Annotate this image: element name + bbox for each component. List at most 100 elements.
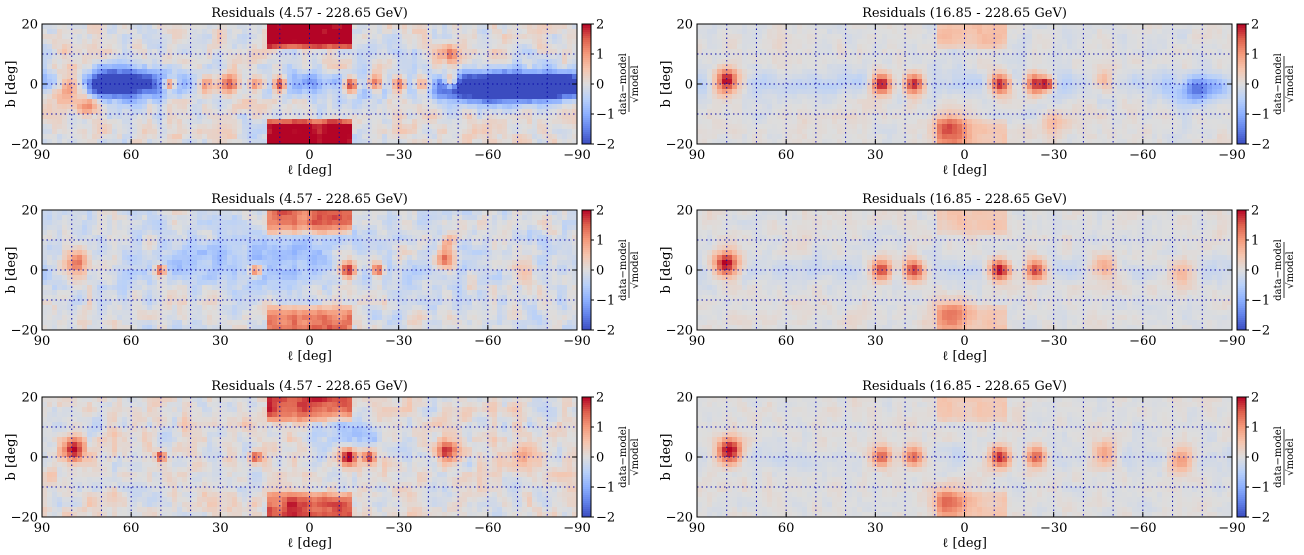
colorbar-label-denominator: √model — [1285, 438, 1296, 475]
x-tick-label: 90 — [689, 521, 706, 536]
x-tick-label: 60 — [778, 521, 795, 536]
panel-title-5: Residuals (4.57 - 228.65 GeV) — [211, 379, 408, 394]
y-axis-label-5: b [deg] — [4, 434, 19, 481]
x-tick-label: −90 — [563, 334, 590, 349]
grid-3 — [42, 210, 577, 330]
colorbar-6: 2 1 0 −1 −2 data−model √model — [1236, 391, 1296, 526]
colorbar-label-2: data−model √model — [1273, 53, 1296, 115]
colorbar-label-4: data−model √model — [1273, 239, 1296, 301]
x-tick-label: −30 — [385, 334, 412, 349]
colorbar-label-denominator: √model — [1285, 65, 1296, 102]
panel-title-4: Residuals (16.85 - 228.65 GeV) — [862, 192, 1067, 207]
grid-1 — [42, 24, 577, 144]
panel-title-3: Residuals (4.57 - 228.65 GeV) — [211, 192, 408, 207]
colorbar-tick-label: −1 — [1251, 294, 1270, 309]
grid-5 — [42, 397, 577, 517]
colorbar-tick-label: −2 — [596, 511, 615, 526]
colorbar-label-3: data−model √model — [618, 239, 641, 301]
x-tick-label: −60 — [474, 334, 501, 349]
colorbar-tick-label: −1 — [1251, 108, 1270, 123]
x-tick-label: −30 — [385, 521, 412, 536]
x-tick-label: 30 — [867, 521, 884, 536]
colorbar-tick-label: 1 — [1251, 48, 1259, 63]
residual-map-4 — [697, 210, 1233, 331]
y-tick-label: 0 — [30, 451, 38, 466]
y-tick-label: 20 — [676, 18, 693, 33]
colorbar-label-denominator: √model — [630, 438, 641, 475]
colorbar-tick-label: 0 — [596, 78, 604, 93]
x-tick-label: −60 — [1129, 521, 1156, 536]
y-tick-label: 20 — [21, 18, 38, 33]
x-tick-label: 30 — [867, 148, 884, 163]
y-axis-label-3: b [deg] — [4, 247, 19, 294]
x-axis-label-6: ℓ [deg] — [942, 536, 987, 551]
x-tick-label: −30 — [1040, 521, 1067, 536]
colorbar-label-numerator: data−model — [1273, 239, 1284, 301]
residual-map-2 — [697, 24, 1233, 145]
colorbar-label-denominator: √model — [1285, 251, 1296, 288]
x-axis-label-4: ℓ [deg] — [942, 349, 987, 364]
x-tick-label: −90 — [563, 148, 590, 163]
colorbar-tick-label: 1 — [1251, 234, 1259, 249]
colorbar-tick-label: 0 — [1251, 78, 1259, 93]
x-tick-label: 0 — [305, 148, 313, 163]
colorbar-1: 2 1 0 −1 −2 data−model √model — [581, 18, 641, 153]
x-tick-label: 60 — [123, 521, 140, 536]
colorbar-tick-label: 2 — [1251, 204, 1259, 219]
x-axis-label-3: ℓ [deg] — [287, 349, 332, 364]
colorbar-label-denominator: √model — [630, 65, 641, 102]
x-tick-label: −30 — [385, 148, 412, 163]
colorbar-tick-label: −2 — [596, 138, 615, 153]
colorbar-tick-label: −2 — [596, 324, 615, 339]
y-axis-label-2: b [deg] — [659, 61, 674, 108]
panel-title-2: Residuals (16.85 - 228.65 GeV) — [862, 6, 1067, 21]
colorbar-2: 2 1 0 −1 −2 data−model √model — [1236, 18, 1296, 153]
colorbar-tick-label: 0 — [1251, 451, 1259, 466]
residual-map-5 — [42, 397, 578, 518]
residual-map-6 — [697, 397, 1233, 518]
y-tick-label: 20 — [676, 204, 693, 219]
colorbar-tick-label: 0 — [596, 451, 604, 466]
x-tick-label: 0 — [960, 148, 968, 163]
colorbar-tick-label: 2 — [596, 204, 604, 219]
x-tick-label: 0 — [305, 334, 313, 349]
y-tick-label: 0 — [30, 264, 38, 279]
colorbar-label-5: data−model √model — [618, 426, 641, 488]
colorbar-tick-label: −2 — [1251, 511, 1270, 526]
colorbar-tick-label: −1 — [1251, 481, 1270, 496]
colorbar-tick-label: 2 — [596, 18, 604, 33]
residual-map-1 — [42, 24, 578, 145]
colorbar-tick-label: 2 — [1251, 391, 1259, 406]
colorbar-tick-label: −2 — [1251, 324, 1270, 339]
colorbar-label-numerator: data−model — [618, 426, 629, 488]
y-axis-label-1: b [deg] — [4, 61, 19, 108]
colorbar-tick-label: 1 — [596, 234, 604, 249]
colorbar-label-numerator: data−model — [618, 239, 629, 301]
x-tick-label: −60 — [474, 148, 501, 163]
y-tick-label: −20 — [666, 324, 693, 339]
x-axis-label-5: ℓ [deg] — [287, 536, 332, 551]
y-tick-label: 0 — [685, 78, 693, 93]
grid-4 — [697, 210, 1232, 330]
x-tick-label: 60 — [123, 148, 140, 163]
panel-title-1: Residuals (4.57 - 228.65 GeV) — [211, 6, 408, 21]
colorbar-tick-label: −2 — [1251, 138, 1270, 153]
colorbar-tick-label: −1 — [596, 108, 615, 123]
x-tick-label: −90 — [1218, 148, 1245, 163]
colorbar-tick-label: 2 — [1251, 18, 1259, 33]
colorbar-label-numerator: data−model — [618, 53, 629, 115]
colorbar-label-denominator: √model — [630, 251, 641, 288]
x-tick-label: 30 — [212, 148, 229, 163]
x-tick-label: 60 — [123, 334, 140, 349]
x-tick-label: 90 — [689, 148, 706, 163]
y-tick-label: −20 — [11, 324, 38, 339]
colorbar-tick-label: 1 — [596, 421, 604, 436]
x-axis-label-1: ℓ [deg] — [287, 163, 332, 178]
